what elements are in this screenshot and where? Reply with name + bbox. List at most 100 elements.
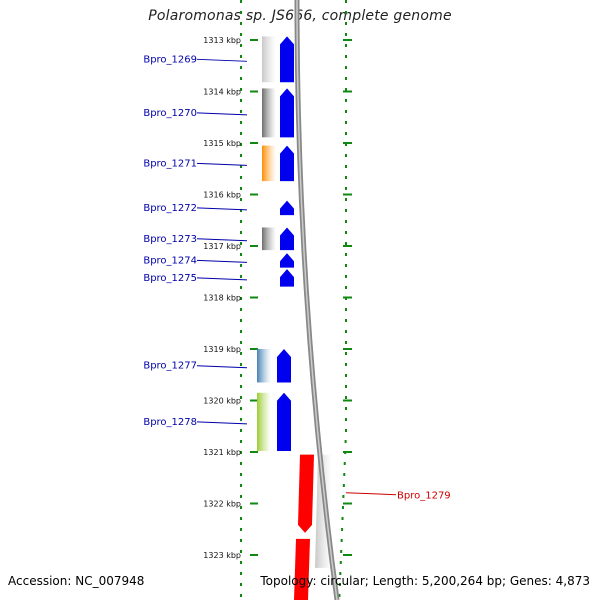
accession-text: Accession: NC_007948	[8, 574, 145, 588]
genome-stats-text: Topology: circular; Length: 5,200,264 bp…	[260, 574, 590, 588]
ruler-dot-left	[240, 297, 242, 300]
ruler-dot-left	[240, 220, 242, 223]
ruler-dot-left	[240, 77, 242, 80]
ruler-dot-right	[341, 528, 344, 531]
ruler-dot-left	[240, 330, 242, 333]
ruler-dot-right	[345, 176, 347, 179]
ruler-dot-left	[240, 176, 242, 179]
gene-arrow	[280, 88, 294, 138]
ruler-dot-left	[240, 286, 242, 289]
ruler-dot-left	[240, 275, 242, 278]
ruler-ticks: 1313 kbp 1314 kbp 1315 kbp 1316 kbp 1317 kbp…	[203, 0, 352, 597]
ruler-dot-left	[240, 264, 242, 267]
gene-label: Bpro_1273	[143, 234, 197, 245]
ruler-dot-right	[345, 253, 347, 256]
tick-label: 1315 kbp	[203, 139, 241, 148]
gene-label: Bpro_1269	[143, 54, 197, 65]
ruler-dot-right	[339, 572, 342, 575]
ruler-dot-left	[240, 539, 242, 542]
tick-label: 1320 kbp	[203, 397, 241, 406]
tick-label: 1317 kbp	[203, 242, 241, 251]
gene-arrow	[280, 200, 294, 216]
tick-label: 1314 kbp	[203, 88, 241, 97]
label-leader	[345, 492, 397, 496]
tick-label: 1319 kbp	[203, 345, 241, 354]
ruler-dot-left	[240, 88, 242, 91]
ruler-dot-left	[240, 44, 242, 47]
ruler-dot-right	[345, 396, 347, 399]
gene-label: Bpro_1270	[143, 108, 197, 119]
ruler-dot-left	[240, 242, 242, 245]
gene-label: Bpro_1274	[143, 255, 197, 266]
ruler-dot-left	[240, 22, 242, 25]
ruler-dot-right	[345, 165, 347, 168]
gene-label: Bpro_1279	[397, 491, 451, 502]
ruler-dot-left	[240, 561, 242, 564]
gene-arrow	[294, 538, 310, 600]
ruler-dot-left	[240, 440, 242, 443]
ruler-dot-left	[240, 363, 242, 366]
ruler-dot-right	[345, 44, 347, 47]
label-leader	[196, 238, 248, 242]
ruler-dot-left	[240, 429, 242, 432]
label-leader	[196, 162, 248, 166]
ruler-dot-left	[240, 187, 242, 190]
ruler-dot-left	[240, 319, 242, 322]
ruler-dot-right	[345, 264, 347, 267]
feature-block	[257, 392, 271, 451]
ruler-dot-right	[345, 242, 347, 245]
ruler-dot-right	[345, 286, 347, 289]
ruler-dot-left	[240, 110, 242, 113]
ruler-dot-right	[345, 143, 347, 146]
ruler-dot-left	[240, 11, 242, 14]
feature-block	[262, 36, 276, 83]
ruler-dot-left	[240, 231, 242, 234]
gene-arrow	[298, 454, 314, 533]
ruler-dot-left	[240, 572, 242, 575]
label-leader	[196, 365, 248, 369]
feature-block	[262, 227, 276, 251]
ruler-dot-right	[345, 352, 347, 355]
ruler-dot-right	[345, 385, 347, 388]
ruler-dot-right	[345, 198, 347, 201]
ruler-dot-right	[345, 418, 347, 421]
ruler-dot-left	[240, 132, 242, 135]
ruler-dot-right	[345, 77, 347, 80]
ruler-dot-right	[338, 583, 341, 586]
label-leader	[196, 259, 248, 263]
gene-label: Bpro_1278	[143, 417, 197, 428]
ruler-dot-left	[240, 341, 242, 344]
gene-label: Bpro_1277	[143, 361, 197, 372]
ruler-dot-right	[345, 11, 347, 14]
ruler-dot-right	[345, 231, 347, 234]
ruler-dot-right	[344, 440, 347, 443]
tick-label: 1321 kbp	[203, 448, 241, 457]
ruler-dot-left	[240, 0, 242, 3]
ruler-dot-left	[240, 198, 242, 201]
ruler-dot-right	[345, 429, 347, 432]
ruler-dot-right	[345, 374, 347, 377]
label-leader	[196, 277, 248, 281]
genome-backbone	[294, 0, 340, 600]
gene-label: Bpro_1271	[143, 158, 197, 169]
label-leader	[196, 58, 248, 62]
tick-label: 1313 kbp	[203, 36, 241, 45]
ruler-dot-right	[345, 22, 347, 25]
ruler-dot-right	[345, 308, 347, 311]
ruler-dot-left	[240, 418, 242, 421]
ruler-dot-right	[345, 209, 347, 212]
ruler-dot-right	[338, 594, 341, 597]
label-leader	[196, 207, 248, 211]
ruler-dot-left	[240, 66, 242, 69]
ruler-dot-right	[345, 275, 347, 278]
ruler-dot-right	[345, 66, 347, 69]
ruler-dot-right	[341, 517, 344, 520]
backbone-highlight	[296, 0, 338, 600]
ruler-dot-left	[240, 209, 242, 212]
ruler-dot-left	[240, 407, 242, 410]
ruler-dot-right	[345, 121, 347, 124]
ruler-dot-left	[240, 121, 242, 124]
ruler-dot-right	[345, 132, 347, 135]
gene-arrow	[280, 36, 294, 83]
ruler-dot-left	[240, 528, 242, 531]
